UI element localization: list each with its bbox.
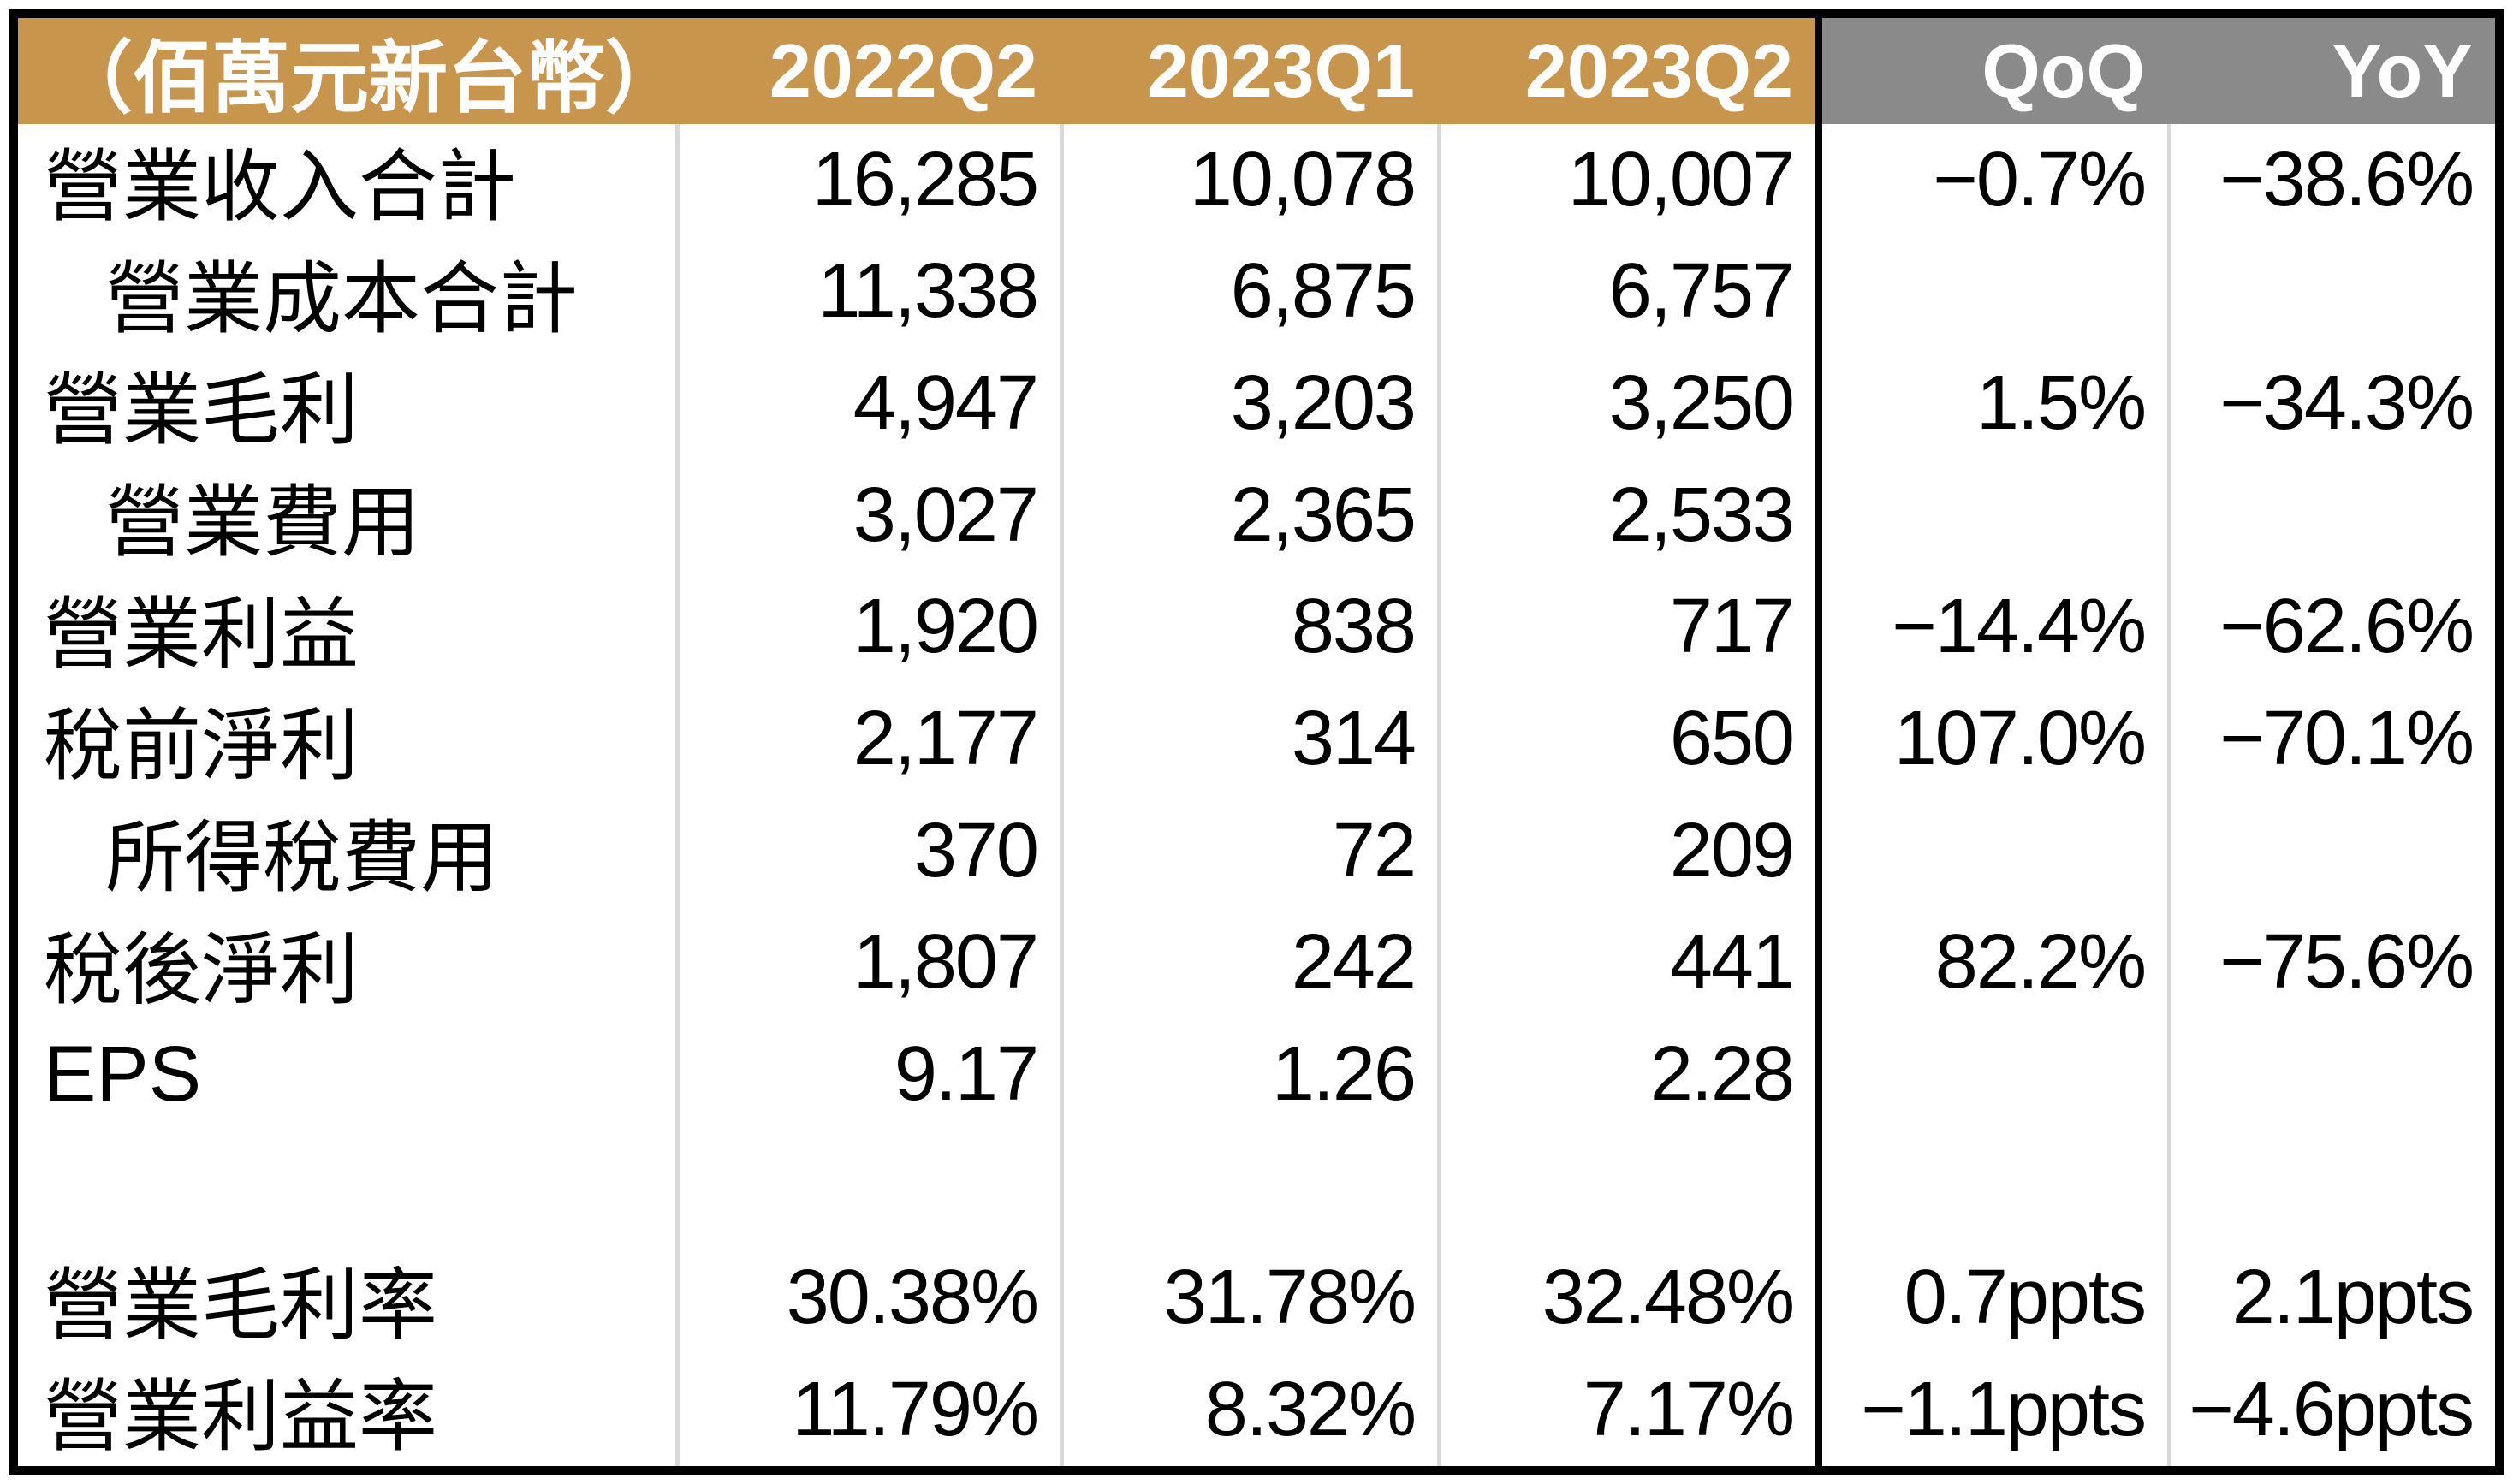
value-cell-qoq xyxy=(1815,460,2167,572)
row-label-cell: 營業收入合計 xyxy=(44,143,517,231)
value-cell-2023q2: 2,533 xyxy=(1437,460,1815,572)
value-cell-yoy: −34.3% xyxy=(2167,347,2495,460)
value-cell-2023q2: 6,757 xyxy=(1437,235,1815,348)
row-label-cell: 營業利益 xyxy=(44,591,359,679)
column-header-2022q2: 2022Q2 xyxy=(675,18,1060,124)
value-cell-2023q2: 3,250 xyxy=(1437,347,1815,460)
value-cell-yoy: 2.1ppts xyxy=(2167,1242,2495,1355)
value-cell-2023q2: 10,007 xyxy=(1437,124,1815,236)
value-cell-qoq xyxy=(1815,1018,2167,1131)
value-cell-2023q1: 2,365 xyxy=(1060,460,1437,572)
value-cell-2023q1: 6,875 xyxy=(1060,235,1437,348)
column-header-2023q1: 2023Q1 xyxy=(1060,18,1437,124)
value-cell-yoy: −4.6ppts xyxy=(2167,1354,2495,1466)
value-cell-2022q2: 11,338 xyxy=(675,235,1060,348)
value-cell-2023q1: 3,203 xyxy=(1060,347,1437,460)
value-cell-yoy: −62.6% xyxy=(2167,571,2495,684)
column-header-qoq: QoQ xyxy=(1815,18,2167,124)
value-cell-yoy xyxy=(2167,460,2495,572)
value-cell-qoq xyxy=(1815,235,2167,348)
value-cell-2023q1: 8.32% xyxy=(1060,1354,1437,1466)
value-cell-2022q2: 370 xyxy=(675,795,1060,907)
row-label-cell: EPS xyxy=(44,1030,202,1119)
value-cell-qoq: 82.2% xyxy=(1815,906,2167,1019)
value-cell-2022q2: 1,807 xyxy=(675,906,1060,1019)
value-cell-2023q2 xyxy=(1437,1131,1815,1243)
value-cell-2023q2: 32.48% xyxy=(1437,1242,1815,1355)
unit-label: （佰萬元新台幣） xyxy=(18,18,675,124)
value-cell-2023q2: 7.17% xyxy=(1437,1354,1815,1466)
value-cell-2023q1: 1.26 xyxy=(1060,1018,1437,1131)
value-cell-yoy xyxy=(2167,235,2495,348)
financial-summary-table: （佰萬元新台幣） 2022Q2 2023Q1 2023Q2 QoQ YoY 營業… xyxy=(9,9,2504,1475)
value-cell-2022q2 xyxy=(675,1131,1060,1243)
row-label-cell: 營業費用 xyxy=(105,478,421,567)
row-label-cell: 營業毛利 xyxy=(44,367,359,455)
value-cell-2022q2: 16,285 xyxy=(675,124,1060,236)
value-cell-2023q2: 441 xyxy=(1437,906,1815,1019)
value-cell-qoq xyxy=(1815,795,2167,907)
value-cell-yoy xyxy=(2167,1131,2495,1243)
column-header-2023q2: 2023Q2 xyxy=(1437,18,1815,124)
value-cell-qoq: 1.5% xyxy=(1815,347,2167,460)
value-cell-2022q2: 1,920 xyxy=(675,571,1060,684)
value-cell-yoy: −75.6% xyxy=(2167,906,2495,1019)
value-cell-2022q2: 11.79% xyxy=(675,1354,1060,1466)
value-cell-qoq: 0.7ppts xyxy=(1815,1242,2167,1355)
row-label-cell: 所得稅費用 xyxy=(105,814,500,902)
row-label-cell: 營業利益率 xyxy=(44,1374,438,1462)
value-cell-yoy xyxy=(2167,795,2495,907)
row-label-cell xyxy=(18,1131,675,1243)
value-cell-2022q2: 4,947 xyxy=(675,347,1060,460)
column-header-yoy: YoY xyxy=(2167,18,2495,124)
value-cell-2023q1: 72 xyxy=(1060,795,1437,907)
value-cell-2022q2: 2,177 xyxy=(675,683,1060,795)
row-label-cell: 營業毛利率 xyxy=(44,1261,438,1350)
value-cell-2023q2: 209 xyxy=(1437,795,1815,907)
value-cell-qoq: −0.7% xyxy=(1815,124,2167,236)
value-cell-2023q2: 650 xyxy=(1437,683,1815,795)
value-cell-qoq: −1.1ppts xyxy=(1815,1354,2167,1466)
value-cell-2023q1: 31.78% xyxy=(1060,1242,1437,1355)
value-cell-yoy: −70.1% xyxy=(2167,683,2495,795)
value-cell-2023q1: 10,078 xyxy=(1060,124,1437,236)
value-cell-2023q1: 838 xyxy=(1060,571,1437,684)
row-label-cell: 營業成本合計 xyxy=(105,255,579,343)
value-cell-2023q2: 2.28 xyxy=(1437,1018,1815,1131)
value-cell-2022q2: 3,027 xyxy=(675,460,1060,572)
value-cell-2023q1: 314 xyxy=(1060,683,1437,795)
row-label-cell: 稅前淨利 xyxy=(44,703,359,791)
value-cell-2022q2: 30.38% xyxy=(675,1242,1060,1355)
value-cell-qoq: −14.4% xyxy=(1815,571,2167,684)
value-cell-yoy: −38.6% xyxy=(2167,124,2495,236)
value-cell-2022q2: 9.17 xyxy=(675,1018,1060,1131)
row-label-cell: 稅後淨利 xyxy=(44,926,359,1014)
value-cell-2023q1 xyxy=(1060,1131,1437,1243)
value-cell-qoq: 107.0% xyxy=(1815,683,2167,795)
value-cell-2023q2: 717 xyxy=(1437,571,1815,684)
value-cell-qoq xyxy=(1815,1131,2167,1243)
value-cell-yoy xyxy=(2167,1018,2495,1131)
value-cell-2023q1: 242 xyxy=(1060,906,1437,1019)
